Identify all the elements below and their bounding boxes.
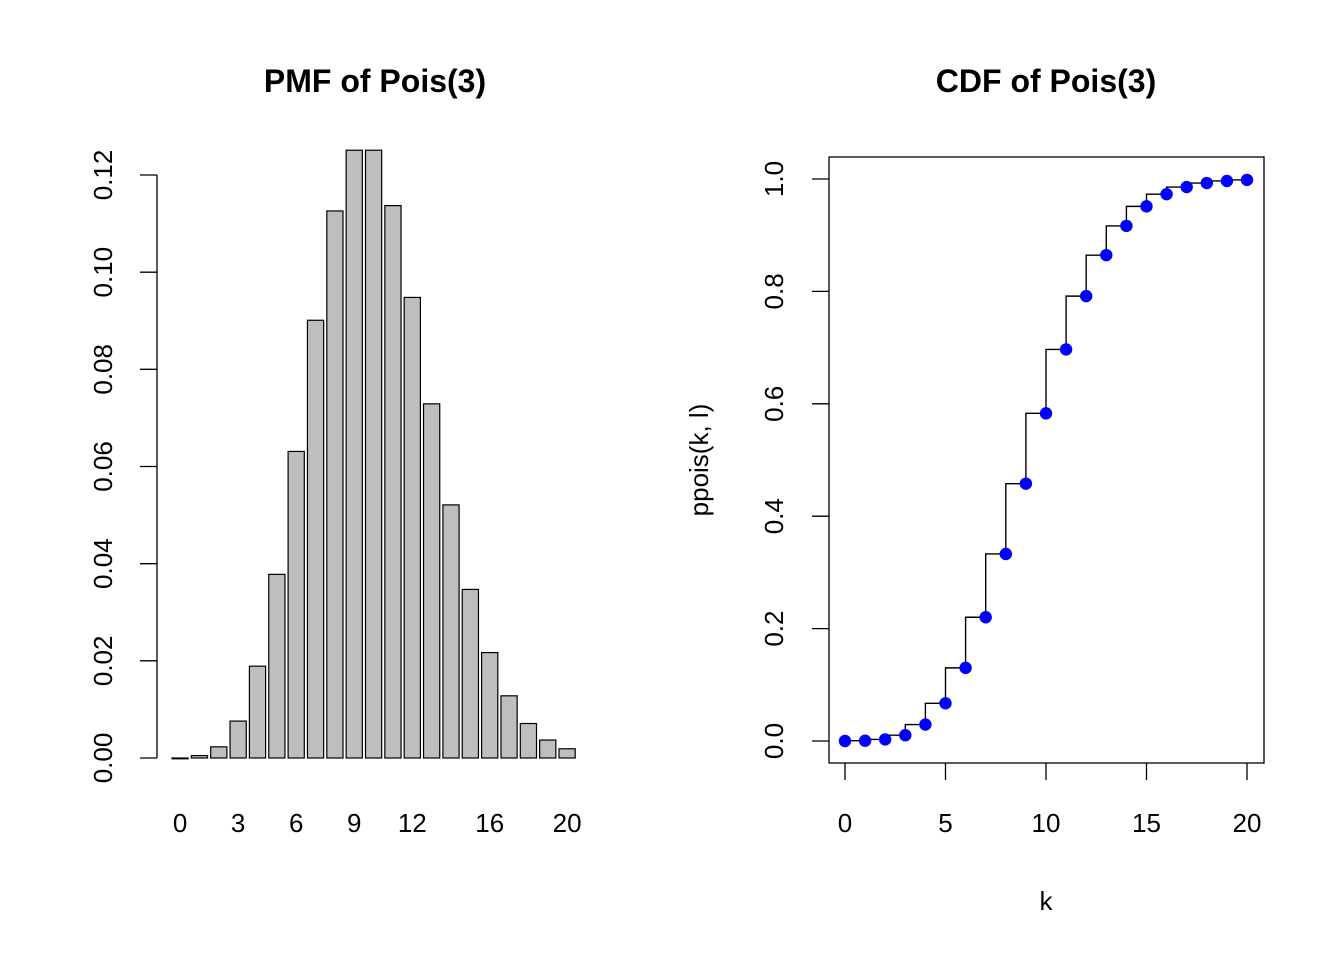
cdf-y-tick-label: 0.0 [759,723,789,759]
pmf-x-tick-label: 3 [231,808,245,838]
cdf-step-line [844,179,1247,742]
cdf-y-tick-label: 0.2 [759,611,789,647]
cdf-point [899,729,912,742]
pmf-bar [519,722,538,759]
pmf-x-tick-label: 20 [553,808,582,838]
pmf-y-tick-label: 0.10 [88,247,118,298]
cdf-point [999,547,1012,561]
pmf-x-tick-label: 0 [173,808,187,838]
cdf-y-tick-label: 0.6 [759,386,789,422]
cdf-x-tick-label: 5 [938,808,952,838]
cdf-point [1140,200,1153,213]
cdf-point [1080,289,1093,303]
pmf-bar [345,149,363,759]
pmf-y-tick-label: 0.06 [88,441,118,492]
cdf-y-tick-label: 0.8 [759,273,789,309]
cdf-point [979,611,992,624]
pmf-title: PMF of Pois(3) [264,63,486,99]
pmf-bar [229,720,247,759]
pmf-bar [364,149,383,759]
pmf-bar [461,588,480,759]
pmf-bar [268,573,286,759]
cdf-x-tick-label: 0 [838,808,852,838]
cdf-x-axis-label: k [1040,886,1054,916]
pmf-y-ticks: 0.00 0.02 0.04 0.06 0.08 0.10 0.12 [88,150,157,784]
cdf-point [939,697,952,710]
pmf-bar [442,504,460,759]
pmf-bar [481,651,499,759]
cdf-panel: CDF of Pois(3) 0.0 0.2 0.4 0.6 0.8 1.0 0 5 10 15… [684,63,1265,916]
pmf-bar [384,205,402,759]
pmf-x-tick-label: 12 [398,808,427,838]
cdf-x-tick-label: 15 [1132,808,1161,838]
cdf-point [1160,187,1173,201]
cdf-point [919,718,932,731]
pmf-y-tick-label: 0.00 [88,733,118,784]
cdf-y-tick-label: 1.0 [759,161,789,197]
pmf-bar [287,450,305,759]
pmf-bar [306,319,325,759]
pmf-bar [539,739,557,759]
cdf-point [1019,477,1033,490]
pmf-bar [422,403,441,759]
pmf-bar [171,757,189,760]
pmf-y-tick-label: 0.08 [88,344,118,395]
pmf-bar [558,748,576,759]
cdf-title: CDF of Pois(3) [936,63,1156,99]
pmf-bar [500,695,518,759]
cdf-point [1240,173,1254,187]
cdf-point [1059,343,1073,356]
pmf-y-tick-label: 0.02 [88,636,118,687]
cdf-point [879,733,892,746]
pmf-y-tick-label: 0.04 [88,538,118,589]
pmf-bars [171,149,576,760]
pmf-bar [210,746,228,759]
cdf-point [959,661,972,675]
cdf-point [1120,219,1133,233]
cdf-point [1180,180,1193,194]
pmf-x-tick-label: 6 [289,808,303,838]
cdf-x-ticks: 0 5 10 15 20 [838,763,1262,838]
pmf-bar [326,210,344,759]
pmf-bar [403,296,422,759]
cdf-point [1039,407,1053,420]
cdf-y-axis-label: ppois(k, l) [684,404,714,517]
cdf-y-ticks: 0.0 0.2 0.4 0.6 0.8 1.0 [759,161,829,759]
pmf-x-tick-label: 16 [475,808,504,838]
cdf-x-tick-label: 10 [1032,808,1061,838]
pmf-y-tick-label: 0.12 [88,150,118,201]
cdf-y-tick-label: 0.4 [759,498,789,534]
pmf-bar [190,754,209,759]
cdf-point [1100,248,1113,262]
cdf-points [838,173,1254,748]
pmf-panel: PMF of Pois(3) 0.000.020.040.060.080.100… [88,63,582,838]
pmf-x-tick-labels: 0 3 6 9 12 16 20 [173,808,582,838]
cdf-point [1220,174,1234,188]
cdf-x-tick-label: 20 [1233,808,1262,838]
cdf-plot-box [828,156,1265,764]
cdf-point [1200,176,1214,190]
cdf-point [838,734,852,748]
pmf-x-tick-label: 9 [347,808,361,838]
cdf-point [858,734,872,747]
pmf-bar [248,665,267,759]
